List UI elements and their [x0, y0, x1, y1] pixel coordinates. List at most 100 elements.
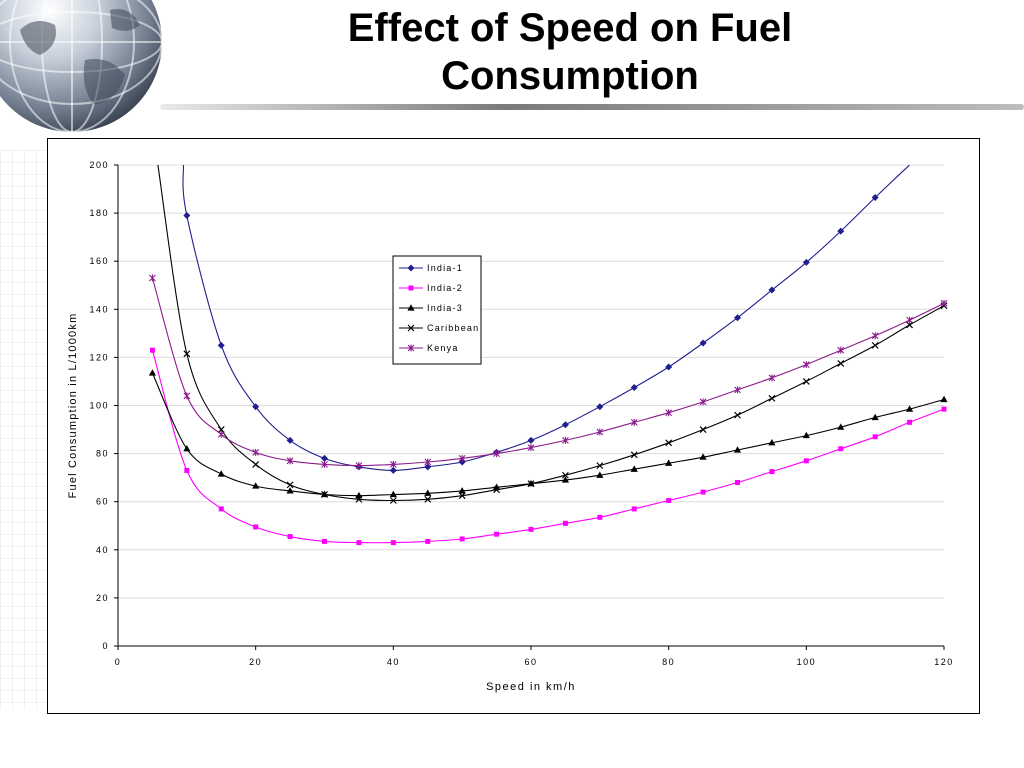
slide-title: Effect of Speed on Fuel Consumption [250, 4, 890, 100]
data-point [527, 480, 535, 488]
data-point [183, 392, 191, 400]
data-point [906, 321, 914, 329]
data-point [769, 469, 775, 475]
data-point [631, 506, 637, 512]
data-point [459, 536, 465, 542]
data-point [838, 446, 844, 452]
data-point [217, 470, 225, 477]
data-point [802, 361, 810, 369]
y-tick-label: 20 [96, 593, 109, 603]
legend-marker [408, 285, 414, 291]
legend-item: Caribbean [399, 323, 478, 333]
data-point [425, 538, 431, 544]
data-point [768, 394, 776, 402]
data-point [630, 451, 638, 459]
y-tick-label: 40 [96, 545, 109, 555]
data-point [321, 454, 328, 462]
legend-marker [407, 264, 415, 272]
title-divider [160, 104, 1024, 110]
slide-title-line-2: Consumption [441, 54, 699, 98]
x-tick-label: 0 [115, 657, 122, 667]
data-point [699, 339, 707, 347]
data-point [802, 258, 810, 266]
fuel-consumption-chart: 0 20 40 60 80 100 120 140 160 180 200 0 20 40 60 80 100 1… [67, 160, 952, 693]
series-line [151, 350, 944, 544]
data-point [596, 471, 604, 478]
data-point [768, 286, 776, 294]
data-point [665, 363, 673, 371]
legend-item: Kenya [399, 343, 457, 353]
data-point [837, 346, 845, 354]
data-point [699, 453, 707, 460]
data-point [527, 444, 535, 452]
slide-title-line-1: Effect of Speed on Fuel [347, 6, 793, 50]
data-point [768, 374, 776, 382]
data-point [768, 438, 776, 446]
data-point [630, 418, 638, 426]
data-point [561, 471, 569, 479]
data-point [252, 460, 260, 468]
data-point [183, 444, 191, 452]
data-point [561, 421, 569, 429]
y-tick-label: 80 [96, 449, 109, 459]
y-tick-label: 180 [89, 208, 109, 218]
data-point [666, 497, 672, 503]
x-tick-label: 60 [524, 657, 537, 667]
data-point [493, 486, 501, 494]
data-point [252, 482, 260, 489]
data-point [905, 405, 914, 412]
series-kenya [149, 274, 948, 470]
data-point [837, 227, 845, 235]
data-point [424, 495, 432, 503]
data-point [872, 434, 878, 440]
legend: India-1 India-2 India-3 Caribbean Kenya [392, 255, 482, 365]
data-point [699, 398, 707, 406]
data-point [217, 341, 225, 349]
y-tick-label: 100 [89, 401, 109, 411]
data-point [699, 426, 707, 433]
data-point [802, 431, 810, 439]
legend-label: India-3 [427, 303, 463, 313]
y-tick-label: 140 [89, 304, 109, 314]
data-point [217, 426, 225, 433]
data-point [184, 467, 190, 473]
data-point [665, 409, 673, 417]
data-point [562, 520, 568, 526]
data-point [389, 497, 397, 504]
data-point [596, 403, 604, 411]
data-point [941, 406, 947, 412]
data-point [871, 332, 879, 340]
data-point [286, 481, 294, 489]
data-point [183, 212, 191, 220]
x-tick-label: 20 [249, 657, 262, 667]
data-point [253, 524, 259, 530]
data-point [286, 457, 294, 465]
data-point [321, 460, 328, 468]
data-point [149, 274, 156, 282]
data-point [596, 462, 604, 470]
data-point [907, 419, 913, 425]
data-point [286, 487, 294, 494]
data-point [458, 454, 466, 462]
data-point [802, 378, 810, 385]
data-point [217, 430, 225, 438]
data-point [630, 383, 638, 391]
series-india-3 [148, 369, 948, 499]
y-axis-label: Fuel Consumption in L/1000km [67, 313, 79, 499]
legend-marker [407, 344, 415, 352]
chart-frame: 0 20 40 60 80 100 120 140 160 180 200 0 20 40 60 80 100 1… [47, 138, 980, 714]
data-point [734, 386, 741, 394]
x-tick-label: 100 [797, 657, 817, 667]
data-point [149, 347, 155, 353]
data-point [322, 538, 327, 544]
data-point [424, 458, 432, 466]
legend-label: India-1 [427, 263, 463, 273]
data-point [837, 423, 845, 430]
data-point [493, 450, 500, 458]
data-point [630, 465, 638, 472]
data-point [494, 531, 500, 537]
data-point [871, 413, 879, 421]
x-axis-label: Speed in km/h [486, 681, 576, 693]
data-point [665, 459, 673, 466]
x-tick-label: 80 [662, 657, 675, 667]
